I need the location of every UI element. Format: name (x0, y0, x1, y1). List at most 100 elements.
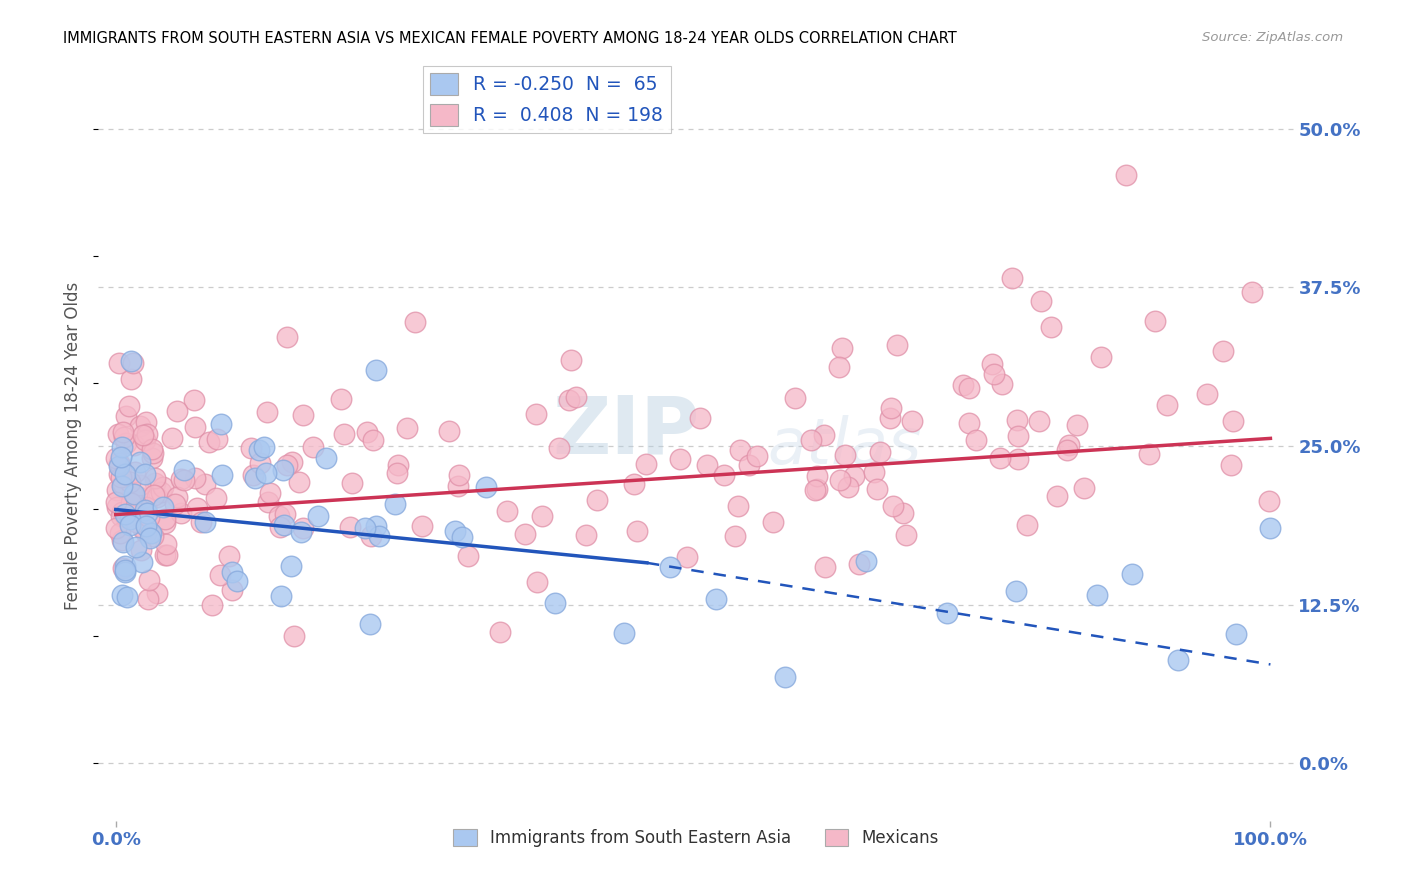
Point (135, 526, 157, 541)
Point (613, 626, 636, 640)
Point (155, 537, 177, 551)
Point (356, 425, 378, 439)
Point (122, 487, 145, 501)
Point (292, 521, 315, 535)
Point (107, 427, 129, 442)
Point (142, 529, 165, 543)
Point (274, 507, 297, 521)
Point (524, 407, 547, 421)
Point (121, 486, 143, 500)
Point (548, 441, 571, 455)
Point (218, 549, 240, 563)
Point (531, 509, 554, 524)
Point (307, 509, 329, 524)
Point (152, 500, 174, 514)
Point (1137, 447, 1160, 461)
Point (105, 450, 128, 465)
Point (1007, 452, 1029, 467)
Point (880, 401, 903, 416)
Point (112, 535, 135, 549)
Point (339, 519, 361, 533)
Point (543, 596, 565, 610)
Point (110, 470, 132, 484)
Point (242, 467, 264, 482)
Point (302, 440, 325, 454)
Point (991, 377, 1014, 392)
Point (965, 433, 987, 447)
Point (111, 440, 134, 454)
Point (855, 554, 877, 568)
Text: ZIP: ZIP (553, 392, 700, 470)
Point (1005, 583, 1028, 598)
Point (828, 473, 851, 487)
Point (952, 378, 974, 392)
Point (115, 509, 138, 524)
Point (208, 568, 231, 582)
Point (166, 490, 188, 504)
Point (165, 497, 187, 511)
Point (957, 381, 980, 395)
Point (108, 356, 131, 370)
Point (727, 499, 749, 513)
Text: Source: ZipAtlas.com: Source: ZipAtlas.com (1202, 31, 1343, 45)
Point (364, 518, 387, 533)
Point (848, 557, 870, 571)
Point (862, 465, 884, 479)
Point (135, 500, 157, 514)
Point (120, 475, 142, 489)
Y-axis label: Female Poverty Among 18-24 Year Olds: Female Poverty Among 18-24 Year Olds (65, 282, 83, 610)
Point (156, 548, 179, 562)
Point (1212, 343, 1234, 358)
Point (160, 431, 183, 445)
Text: atlas: atlas (768, 415, 922, 477)
Point (689, 410, 711, 425)
Point (936, 606, 959, 620)
Point (814, 560, 837, 574)
Point (676, 549, 699, 564)
Point (146, 585, 169, 599)
Point (256, 404, 278, 418)
Point (153, 512, 176, 526)
Point (806, 469, 828, 483)
Point (111, 478, 134, 492)
Point (886, 338, 908, 352)
Point (111, 477, 134, 491)
Point (526, 575, 548, 590)
Point (114, 559, 136, 574)
Point (111, 533, 134, 547)
Legend: Immigrants from South Eastern Asia, Mexicans: Immigrants from South Eastern Asia, Mexi… (447, 822, 945, 854)
Point (1260, 521, 1282, 535)
Point (866, 483, 889, 497)
Point (194, 516, 217, 530)
Point (879, 411, 901, 425)
Point (221, 583, 243, 598)
Point (125, 516, 148, 530)
Point (143, 487, 166, 501)
Point (125, 540, 148, 554)
Point (560, 352, 582, 367)
Point (901, 414, 924, 428)
Point (457, 549, 479, 563)
Point (565, 391, 588, 405)
Point (271, 463, 294, 477)
Point (291, 408, 314, 422)
Point (110, 508, 132, 523)
Point (634, 457, 657, 471)
Point (828, 359, 851, 374)
Point (1115, 169, 1137, 183)
Point (134, 433, 156, 447)
Point (155, 516, 177, 531)
Point (447, 479, 470, 493)
Point (489, 624, 512, 639)
Point (173, 463, 195, 477)
Point (340, 476, 363, 491)
Point (1195, 386, 1218, 401)
Point (891, 506, 914, 520)
Point (276, 458, 298, 472)
Point (118, 512, 141, 526)
Point (330, 392, 353, 406)
Point (983, 367, 1005, 381)
Point (575, 528, 598, 542)
Point (368, 529, 391, 543)
Point (558, 393, 581, 408)
